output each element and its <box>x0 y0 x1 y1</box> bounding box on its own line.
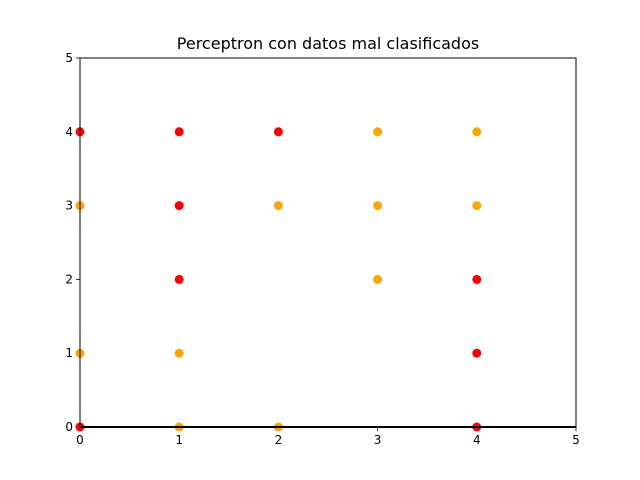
data-point-red <box>174 274 184 284</box>
data-point-orange <box>373 201 383 211</box>
data-point-red <box>472 348 482 358</box>
data-point-red <box>174 127 184 137</box>
x-tick-label: 1 <box>175 433 183 447</box>
data-point-orange <box>174 348 184 358</box>
data-point-red <box>174 201 184 211</box>
y-tick-label: 0 <box>65 420 73 434</box>
data-point-orange <box>273 201 283 211</box>
data-points <box>75 127 482 432</box>
x-tick-label: 3 <box>374 433 382 447</box>
x-tick-label: 4 <box>473 433 481 447</box>
x-tick-label: 0 <box>76 433 84 447</box>
data-point-red <box>472 274 482 284</box>
x-tick-label: 2 <box>275 433 283 447</box>
y-tick-label: 4 <box>65 125 73 139</box>
x-axis: 0 1 2 3 4 5 <box>76 427 580 447</box>
y-axis: 0 1 2 3 4 5 <box>65 51 80 434</box>
y-tick-label: 2 <box>65 272 73 286</box>
y-tick-label: 3 <box>65 199 73 213</box>
data-point-orange <box>472 201 482 211</box>
data-point-red <box>273 127 283 137</box>
data-point-orange <box>373 127 383 137</box>
plot-frame <box>79 57 577 428</box>
y-tick-label: 5 <box>65 51 73 65</box>
data-point-orange <box>472 127 482 137</box>
x-tick-label: 5 <box>572 433 580 447</box>
y-tick-label: 1 <box>65 346 73 360</box>
data-point-orange <box>373 274 383 284</box>
chart-title: Perceptron con datos mal clasificados <box>177 34 479 53</box>
